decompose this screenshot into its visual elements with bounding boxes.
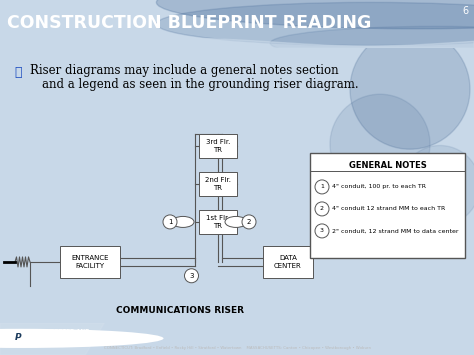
- Circle shape: [400, 146, 474, 225]
- Text: 1st Flr.
TR: 1st Flr. TR: [206, 215, 230, 229]
- Text: 2: 2: [247, 219, 251, 225]
- Circle shape: [156, 0, 474, 29]
- Text: 1: 1: [320, 185, 324, 190]
- Text: 4" conduit 12 strand MM to each TR: 4" conduit 12 strand MM to each TR: [332, 206, 445, 212]
- Text: 2nd Flr.
TR: 2nd Flr. TR: [205, 177, 231, 191]
- FancyBboxPatch shape: [199, 134, 237, 158]
- FancyBboxPatch shape: [199, 210, 237, 234]
- Text: COMMUNICATIONS RISER: COMMUNICATIONS RISER: [116, 306, 244, 315]
- Text: Riser diagrams may include a general notes section: Riser diagrams may include a general not…: [30, 64, 338, 77]
- Circle shape: [163, 215, 177, 229]
- Text: CONSTRUCTION BLUEPRINT READING: CONSTRUCTION BLUEPRINT READING: [7, 14, 372, 32]
- Text: PORTER AND: PORTER AND: [50, 329, 90, 334]
- Text: and a legend as seen in the grounding riser diagram.: and a legend as seen in the grounding ri…: [42, 78, 359, 91]
- Text: GENERAL NOTES: GENERAL NOTES: [348, 161, 427, 170]
- Text: CONSTRUCTION BLUEPRINT READING: CONSTRUCTION BLUEPRINT READING: [7, 14, 372, 32]
- Circle shape: [156, 2, 474, 45]
- Text: CONNECTICUT: Bradford • Enfield • Rocky Hill • Stratford • Watertown    MASSACHU: CONNECTICUT: Bradford • Enfield • Rocky …: [103, 346, 371, 350]
- FancyBboxPatch shape: [310, 153, 465, 258]
- Text: 2: 2: [320, 206, 324, 212]
- Circle shape: [315, 224, 329, 238]
- FancyBboxPatch shape: [199, 172, 237, 196]
- Circle shape: [242, 215, 256, 229]
- Text: 6: 6: [462, 6, 468, 16]
- Text: 4" conduit, 100 pr. to each TR: 4" conduit, 100 pr. to each TR: [332, 185, 426, 190]
- Circle shape: [315, 180, 329, 194]
- Text: 1: 1: [168, 219, 172, 225]
- FancyBboxPatch shape: [60, 246, 120, 278]
- Circle shape: [184, 269, 199, 283]
- Circle shape: [330, 94, 430, 194]
- Circle shape: [315, 202, 329, 216]
- Text: 3: 3: [320, 228, 324, 234]
- Text: CHESTER INSTITUTE: CHESTER INSTITUTE: [50, 341, 112, 346]
- Circle shape: [350, 29, 470, 149]
- Text: 2" conduit, 12 strand MM to data center: 2" conduit, 12 strand MM to data center: [332, 228, 458, 234]
- Circle shape: [0, 329, 164, 348]
- Text: DATA
CENTER: DATA CENTER: [274, 255, 302, 269]
- Text: ⓦ: ⓦ: [14, 66, 21, 79]
- Ellipse shape: [225, 217, 247, 228]
- Text: ENTRANCE
FACILITY: ENTRANCE FACILITY: [71, 255, 109, 269]
- FancyBboxPatch shape: [263, 246, 313, 278]
- Circle shape: [270, 26, 474, 60]
- Text: 3rd Flr.
TR: 3rd Flr. TR: [206, 139, 230, 153]
- Text: 3: 3: [189, 273, 194, 279]
- Ellipse shape: [172, 217, 194, 228]
- Text: P: P: [15, 333, 21, 342]
- Polygon shape: [0, 323, 104, 355]
